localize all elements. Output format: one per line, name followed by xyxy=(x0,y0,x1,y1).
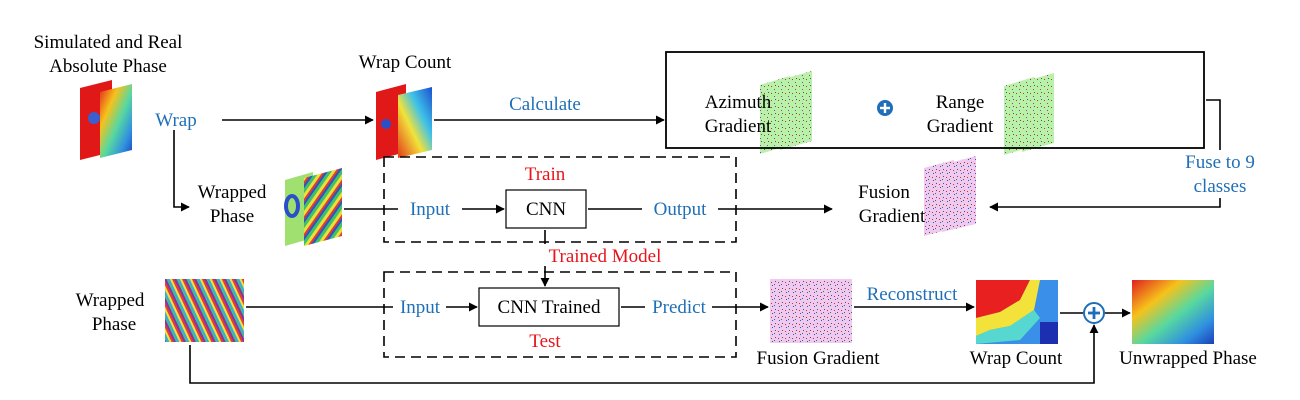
test-dashed-box xyxy=(383,271,737,358)
wrapped-phase-top-label-2: Phase xyxy=(210,206,254,227)
wrap-count-top-label: Wrap Count xyxy=(359,52,452,73)
gradient-box xyxy=(665,51,1205,149)
azimuth-label: Azimuth xyxy=(705,92,772,113)
unwrapped-phase-label: Unwrapped Phase xyxy=(1119,348,1257,369)
output-label: Output xyxy=(654,199,708,220)
wrapped-phase-bottom-label: Wrapped xyxy=(76,290,145,311)
wrap-count-bottom-label: Wrap Count xyxy=(970,348,1063,369)
cnn-trained-label: CNN Trained xyxy=(498,297,601,318)
reconstruct-label: Reconstruct xyxy=(867,284,958,305)
fusion-top-label: Fusion xyxy=(858,182,910,203)
wrap-count-image-bottom xyxy=(976,280,1058,344)
wrapped-phase-bottom-label-2: Phase xyxy=(92,314,136,335)
range-gradient-image xyxy=(1004,73,1054,155)
train-dashed-box xyxy=(383,156,737,243)
range-label: Range xyxy=(936,92,985,113)
connectors xyxy=(173,99,1221,384)
input-test-label: Input xyxy=(400,297,441,318)
plus-icon xyxy=(1083,302,1105,324)
wrap-label: Wrap xyxy=(155,110,196,131)
azimuth-gradient-image xyxy=(760,71,812,154)
fusion-gradient-top-label: Gradient xyxy=(859,206,926,227)
fuse-label: Fuse to 9 xyxy=(1185,152,1255,173)
fusion-gradient-image-bottom xyxy=(770,279,852,343)
absolute-phase-label: Absolute Phase xyxy=(49,56,167,77)
input-train-label: Input xyxy=(410,199,451,220)
test-label: Test xyxy=(529,331,561,352)
classes-label: classes xyxy=(1194,176,1247,197)
fusion-gradient-bottom-label: Fusion Gradient xyxy=(757,348,881,369)
absolute-phase-image xyxy=(80,80,132,160)
fusion-gradient-image-top xyxy=(924,156,976,236)
sim-real-label: Simulated and Real xyxy=(34,32,183,53)
predict-label: Predict xyxy=(652,297,707,318)
cnn-label: CNN xyxy=(526,199,566,220)
wrapped-phase-image-bottom xyxy=(165,279,244,342)
trained-model-label: Trained Model xyxy=(549,246,662,267)
train-label: Train xyxy=(525,164,566,185)
wrapped-phase-top-label: Wrapped xyxy=(198,182,267,203)
plus-icon xyxy=(877,100,893,116)
unwrapped-phase-image xyxy=(1132,280,1214,344)
wrapped-phase-image-top xyxy=(284,168,342,246)
wrap-count-image-top xyxy=(376,84,432,160)
azimuth-gradient-label: Gradient xyxy=(705,116,772,137)
cnn-block xyxy=(505,189,587,229)
range-gradient-label: Gradient xyxy=(927,116,994,137)
calculate-label: Calculate xyxy=(509,94,581,115)
cnn-trained-block xyxy=(478,287,620,327)
